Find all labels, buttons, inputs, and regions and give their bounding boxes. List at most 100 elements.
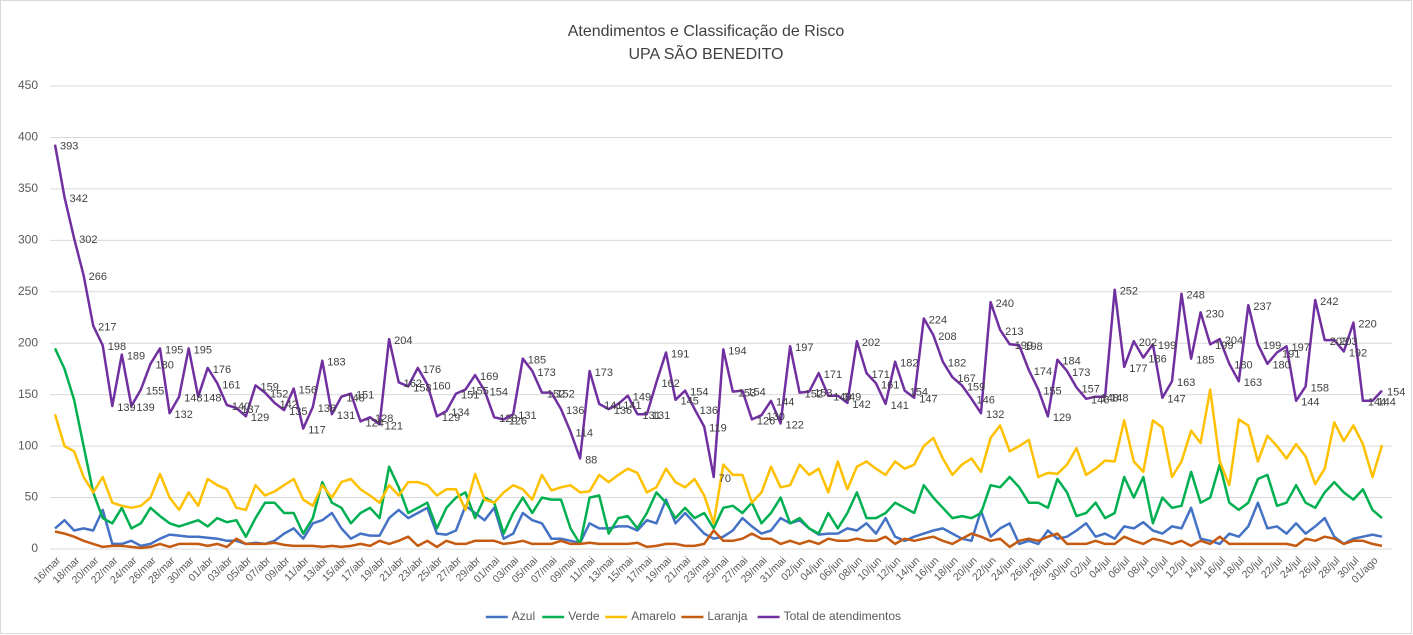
data-label: 224 xyxy=(929,314,947,326)
data-label: 158 xyxy=(413,382,431,394)
data-label: 156 xyxy=(299,384,317,396)
y-tick-label: 150 xyxy=(18,387,38,401)
data-label: 148 xyxy=(203,393,221,405)
data-label: 142 xyxy=(280,399,298,411)
data-label: 153 xyxy=(814,387,832,399)
data-label: 204 xyxy=(394,335,412,347)
data-label: 144 xyxy=(1368,397,1386,409)
data-label: 137 xyxy=(241,404,259,416)
data-label: 242 xyxy=(1320,296,1338,308)
data-label: 203 xyxy=(1330,336,1348,348)
data-label: 88 xyxy=(585,454,597,466)
y-tick-label: 0 xyxy=(31,541,38,555)
data-label: 148 xyxy=(346,393,364,405)
chart-title: Atendimentos e Classificação de Risco xyxy=(568,23,845,40)
data-label: 139 xyxy=(117,402,135,414)
data-label: 129 xyxy=(251,412,269,424)
y-tick-label: 200 xyxy=(18,335,38,349)
data-label: 148 xyxy=(184,393,202,405)
data-label: 194 xyxy=(728,345,746,357)
chart-subtitle: UPA SÃO BENEDITO xyxy=(628,43,783,63)
data-label: 230 xyxy=(1206,308,1224,320)
data-label: 192 xyxy=(1349,347,1367,359)
data-label: 151 xyxy=(356,390,374,402)
y-tick-label: 250 xyxy=(18,284,38,298)
data-label: 117 xyxy=(308,425,326,437)
data-label: 148 xyxy=(1110,393,1128,405)
data-label: 140 xyxy=(232,401,250,413)
data-label: 199 xyxy=(1263,340,1281,352)
data-label: 126 xyxy=(509,415,527,427)
data-label: 161 xyxy=(222,379,240,391)
data-label: 182 xyxy=(900,358,918,370)
data-label: 199 xyxy=(1015,340,1033,352)
data-label: 128 xyxy=(375,413,393,425)
data-label: 138 xyxy=(318,403,336,415)
series-line xyxy=(54,498,1383,548)
data-label: 220 xyxy=(1358,319,1376,331)
data-label: 121 xyxy=(385,420,403,432)
data-label: 128 xyxy=(499,413,517,425)
data-label: 141 xyxy=(891,400,909,412)
data-label: 130 xyxy=(766,411,784,423)
data-label: 240 xyxy=(996,298,1014,310)
data-label: 155 xyxy=(146,385,164,397)
data-label: 162 xyxy=(661,378,679,390)
data-label: 169 xyxy=(480,371,498,383)
data-label: 184 xyxy=(1062,356,1080,368)
data-label: 142 xyxy=(852,399,870,411)
data-label: 136 xyxy=(700,405,718,417)
data-label: 135 xyxy=(289,406,307,418)
data-label: 191 xyxy=(1282,348,1300,360)
data-label: 248 xyxy=(1187,290,1205,302)
data-label: 131 xyxy=(642,410,660,422)
data-label: 191 xyxy=(671,348,689,360)
data-label: 155 xyxy=(1043,385,1061,397)
data-label: 139 xyxy=(136,402,154,414)
data-label: 114 xyxy=(576,428,594,440)
data-label: 197 xyxy=(795,342,813,354)
data-label: 152 xyxy=(805,389,823,401)
y-tick-label: 50 xyxy=(25,490,39,504)
y-tick-label: 300 xyxy=(18,233,38,247)
data-label: 160 xyxy=(432,380,450,392)
data-label: 162 xyxy=(404,378,422,390)
data-label: 132 xyxy=(175,409,193,421)
data-label: 154 xyxy=(690,386,708,398)
data-label: 186 xyxy=(1148,354,1166,366)
data-label: 149 xyxy=(633,392,651,404)
series-line xyxy=(53,347,1383,546)
data-label: 152 xyxy=(547,389,565,401)
data-label: 122 xyxy=(786,419,804,431)
data-label: 185 xyxy=(528,355,546,367)
data-label: 157 xyxy=(1082,383,1100,395)
data-label: 202 xyxy=(1139,337,1157,349)
legend-label: Amarelo xyxy=(631,609,676,623)
data-label: 149 xyxy=(843,392,861,404)
data-label: 208 xyxy=(938,331,956,343)
data-label: 124 xyxy=(365,417,383,429)
data-label: 202 xyxy=(862,337,880,349)
data-label: 141 xyxy=(623,400,641,412)
data-label: 342 xyxy=(70,193,88,205)
data-label: 213 xyxy=(1005,326,1023,338)
data-label: 148 xyxy=(1101,393,1119,405)
series-line xyxy=(53,388,1384,525)
data-label: 176 xyxy=(423,364,441,376)
legend-label: Total de atendimentos xyxy=(784,609,901,623)
data-label: 173 xyxy=(1072,367,1090,379)
data-label: 146 xyxy=(976,395,994,407)
data-label: 154 xyxy=(1387,386,1405,398)
series-line xyxy=(54,529,1383,550)
data-label: 159 xyxy=(260,381,278,393)
data-label: 158 xyxy=(1311,382,1329,394)
data-label: 393 xyxy=(60,141,78,153)
data-label: 167 xyxy=(957,373,975,385)
data-label: 199 xyxy=(1158,340,1176,352)
data-label: 174 xyxy=(1034,366,1052,378)
data-label: 182 xyxy=(948,358,966,370)
legend-label: Laranja xyxy=(707,609,747,623)
data-label: 171 xyxy=(871,369,889,381)
legend-label: Verde xyxy=(568,609,600,623)
